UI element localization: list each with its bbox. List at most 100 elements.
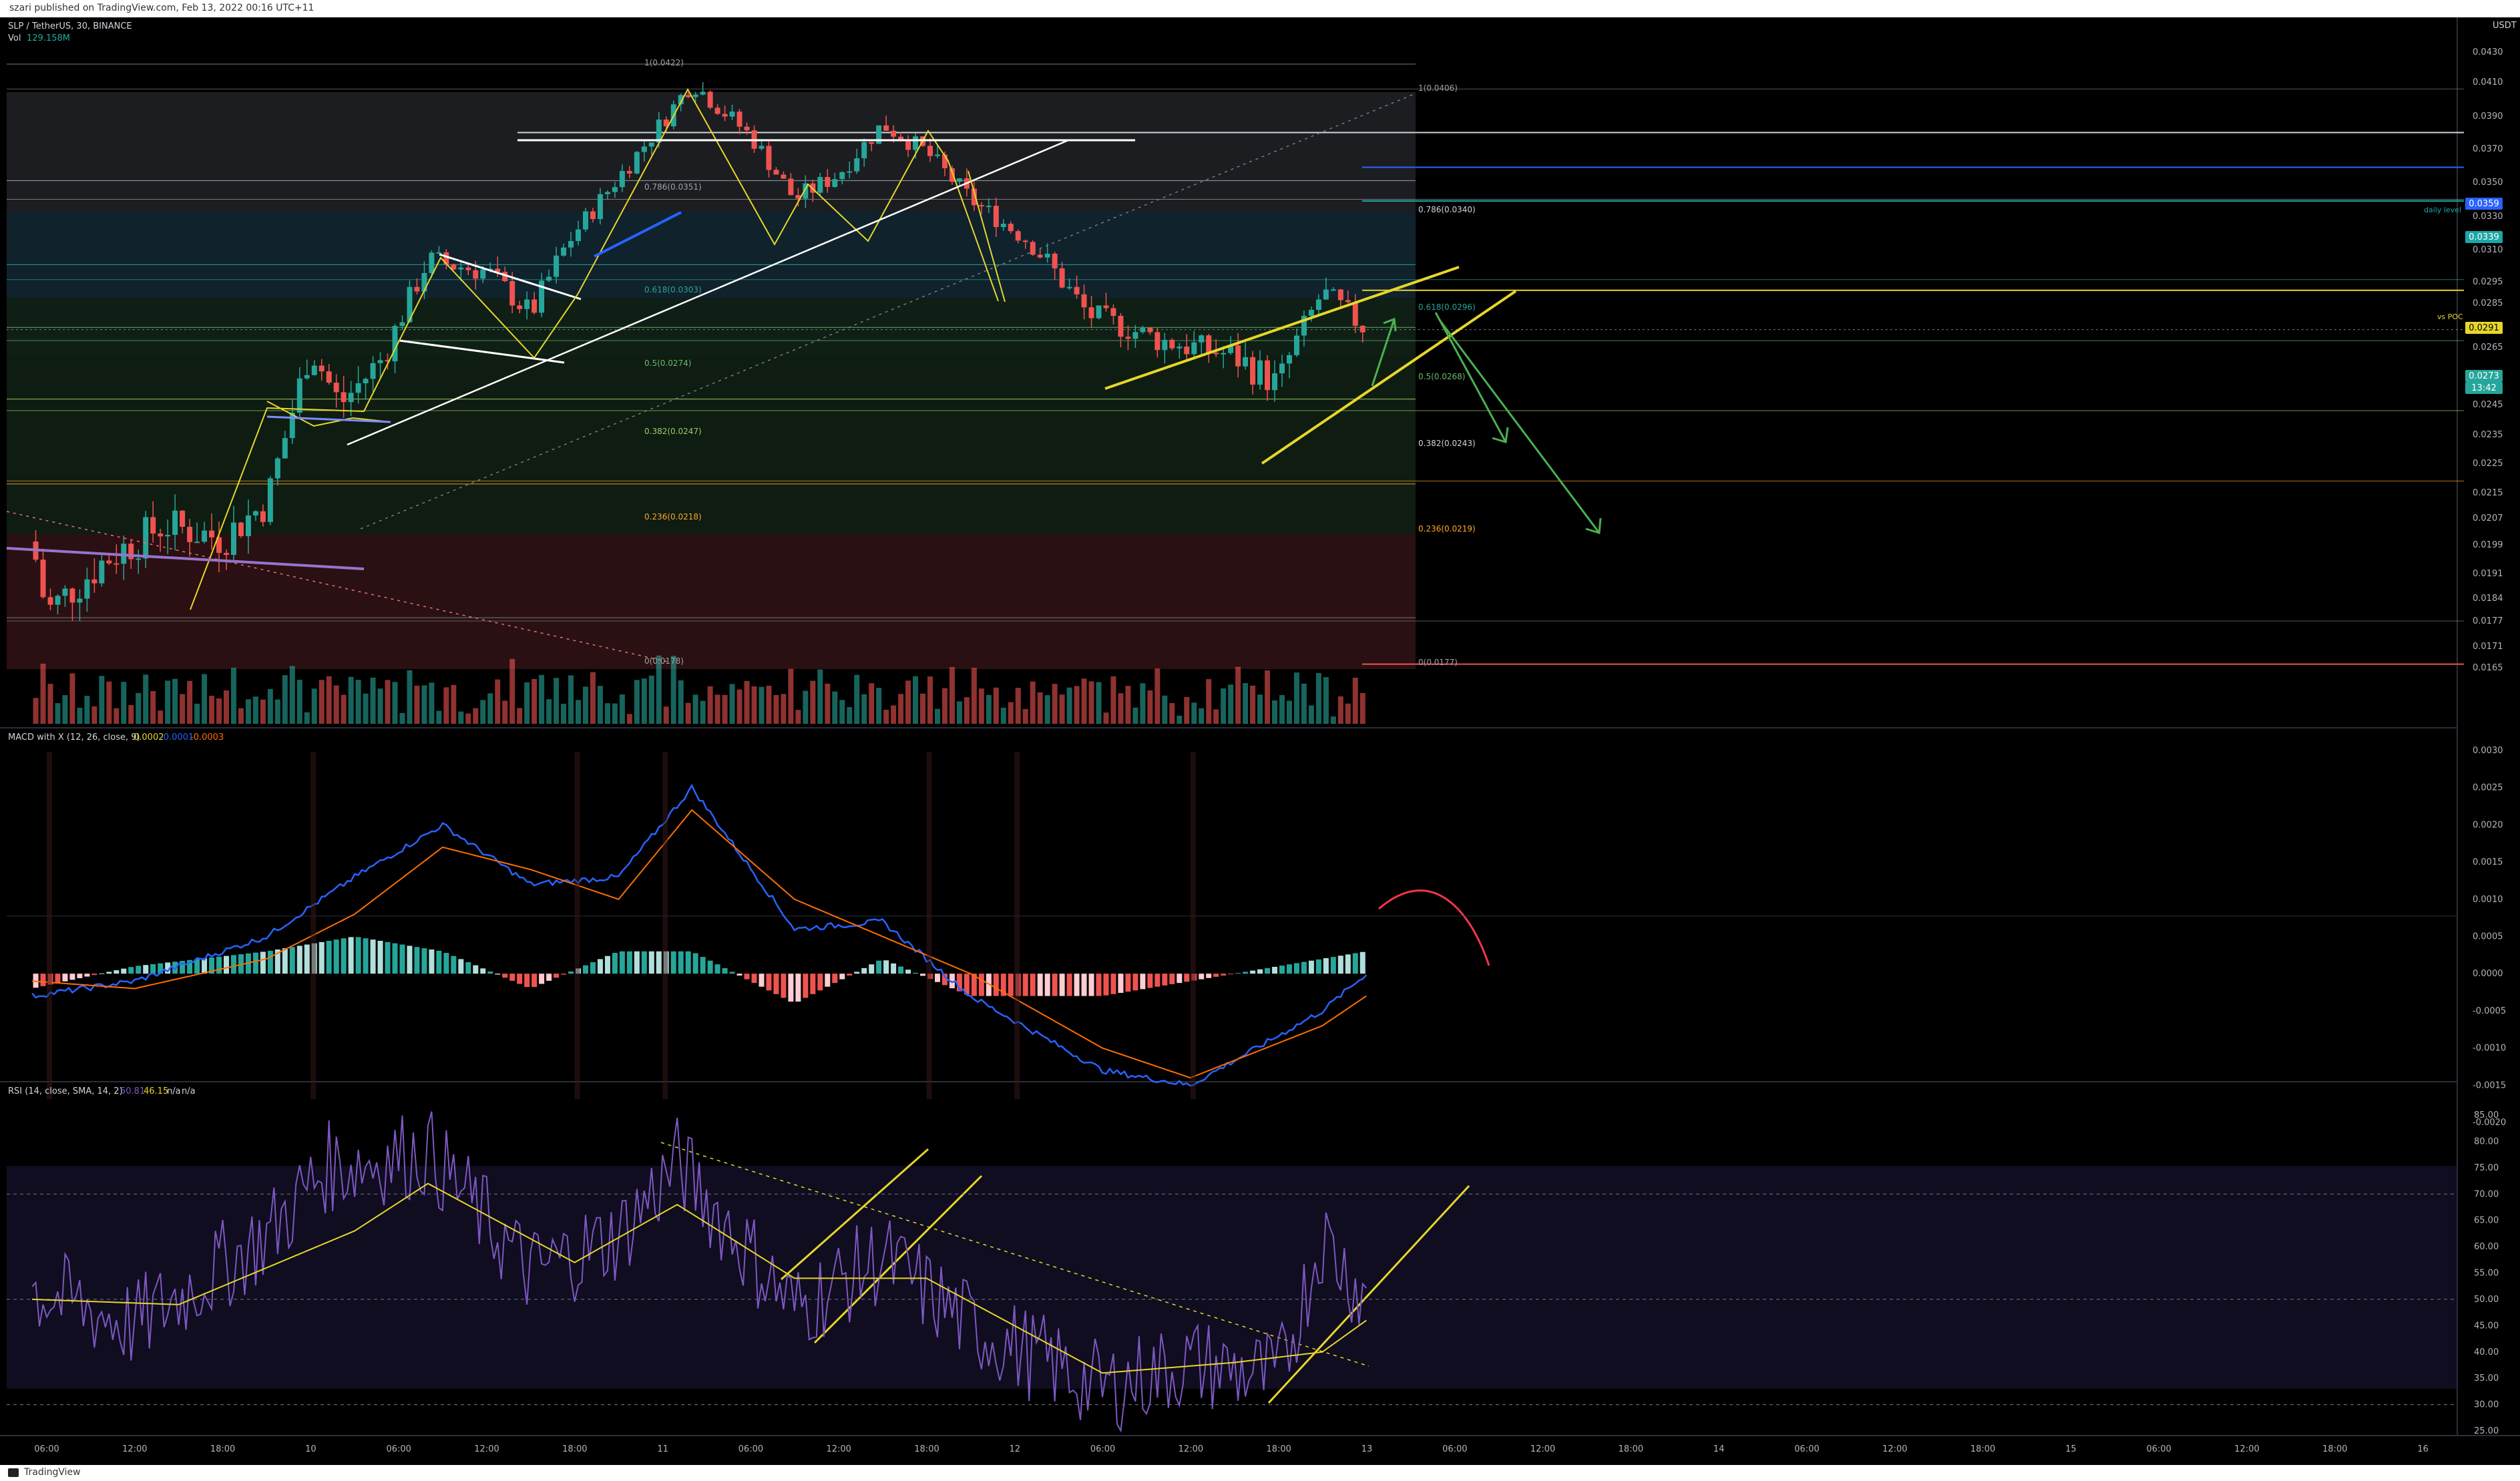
candle-body [1243, 357, 1249, 367]
rsi-axis[interactable]: 85.00 80.00 75.00 70.00 65.00 60.00 55.00 50.00… [2474, 1110, 2499, 1436]
macd-histogram-bar [810, 974, 816, 994]
macd-histogram-bar [1044, 974, 1050, 996]
time-tick-label: 13 [1361, 1444, 1373, 1454]
candle-body [634, 152, 640, 174]
macd-histogram-bar [1206, 974, 1212, 978]
rsi-tick-label: 30.00 [2474, 1400, 2499, 1410]
volume-bar [1265, 670, 1271, 724]
candle-body [913, 136, 919, 150]
time-tick-label: 12:00 [474, 1444, 499, 1454]
candle-body [1008, 224, 1014, 232]
macd-axis[interactable]: 0.0030 0.0025 0.0020 0.0015 0.0010 0.0005 0.00… [2473, 746, 2506, 1128]
fib-right-05: 0.5(0.0268) [1418, 372, 1465, 381]
candle-body [986, 206, 992, 208]
trend-drawings[interactable] [6, 87, 1602, 1404]
macd-histogram-bar [1000, 974, 1006, 996]
volume-bar [934, 708, 940, 724]
volume-bar [1066, 687, 1072, 724]
price-axis[interactable]: USDT 0.0430 0.0410 0.0390 0.0370 0.0350 0.033… [2473, 21, 2517, 673]
macd-histogram-bar [648, 951, 654, 974]
rsi-legend-v3: n/a [167, 1086, 181, 1096]
candle-body [825, 177, 831, 187]
macd-histogram-bar [1286, 964, 1292, 974]
candle-body [626, 171, 632, 174]
candle-body [1345, 300, 1351, 302]
volume-bar [187, 680, 193, 724]
macd-legend-v1: 0.0002 [134, 732, 164, 743]
volume-bar [532, 678, 538, 724]
legend: SLP / TetherUS, 30, BINANCE Vol 129.158M… [8, 21, 224, 1096]
macd-histogram-bar [1147, 974, 1153, 988]
candle-body [1308, 310, 1314, 316]
chart-canvas[interactable]: SLP / TetherUS, 30, BINANCE Vol 129.158M… [0, 17, 2520, 1465]
price-tick-label: 0.0430 [2473, 47, 2503, 57]
macd-pane [7, 752, 2457, 1099]
macd-tick-label: 0.0020 [2473, 820, 2503, 830]
volume-bar [1037, 692, 1043, 724]
arrow-down-long-head [1585, 517, 1602, 534]
candle-body [854, 158, 860, 172]
rsi-dotted-resistance [660, 1142, 1370, 1367]
time-tick-label: 15 [2065, 1444, 2077, 1454]
candle-body [590, 211, 596, 220]
candle-body [656, 120, 662, 143]
candle-body [803, 183, 809, 199]
volume-bar [766, 685, 772, 724]
candle-body [1315, 299, 1321, 310]
volume-bar [1132, 707, 1138, 724]
volume-bar [795, 710, 801, 724]
volume-bar [722, 694, 728, 724]
volume-bar [480, 700, 486, 724]
volume-bar [993, 687, 999, 724]
volume-bar [230, 667, 236, 724]
volume-bar [77, 707, 83, 724]
volume-bar [561, 703, 567, 724]
macd-histogram-bar [1235, 973, 1241, 974]
macd-histogram-bar [502, 974, 508, 978]
volume-bar [136, 692, 142, 724]
candle-body [1037, 254, 1043, 258]
volume-bar [158, 710, 164, 724]
fib-left-0: 0(0.0178) [644, 656, 684, 666]
candle-body [905, 140, 911, 150]
candle-body [274, 458, 280, 479]
publish-text: szari published on TradingView.com, Feb … [9, 3, 314, 13]
candle-body [597, 194, 603, 220]
macd-histogram-bar [1221, 974, 1227, 976]
volume-bar [509, 658, 515, 724]
candle-body [282, 438, 288, 459]
price-tick-label: 0.0330 [2473, 212, 2503, 222]
volume-bar [1315, 672, 1321, 724]
volume-bar [554, 678, 560, 724]
volume-bar [341, 694, 347, 724]
candle-body [554, 255, 560, 277]
macd-histogram-bar [839, 974, 845, 980]
candle-body [194, 542, 200, 544]
macd-histogram-bar [817, 974, 823, 991]
macd-histogram-bar [1169, 974, 1175, 984]
candle-body [934, 154, 940, 156]
macd-histogram-bar [539, 974, 545, 984]
volume-bar [803, 690, 809, 724]
pennant-drawing [266, 401, 391, 427]
price-tick-label: 0.0370 [2473, 144, 2503, 154]
volume-bar [209, 696, 215, 724]
volume-bar [128, 704, 134, 724]
macd-cross-marker [574, 752, 580, 1099]
macd-histogram-bar [1110, 974, 1116, 994]
macd-histogram-bar [898, 966, 904, 974]
price-badge-text: 0.0273 [2469, 371, 2499, 381]
macd-histogram-bar [282, 948, 288, 974]
macd-histogram-bar [847, 974, 853, 976]
zone-green [7, 298, 1416, 534]
candle-body [363, 379, 369, 383]
volume-bar [612, 703, 618, 724]
price-tick-label: 0.0177 [2473, 616, 2503, 626]
volume-bar [517, 708, 523, 724]
time-axis[interactable]: 06:00 12:00 18:00 10 06:00 12:00 18:00 11 06:00 1… [34, 1444, 2429, 1454]
macd-histogram-bar [1359, 951, 1366, 974]
rsi-tick-label: 85.00 [2474, 1110, 2499, 1120]
macd-tick-label: -0.0020 [2473, 1118, 2506, 1128]
candle-body [377, 360, 383, 363]
volume-bar [69, 673, 75, 724]
